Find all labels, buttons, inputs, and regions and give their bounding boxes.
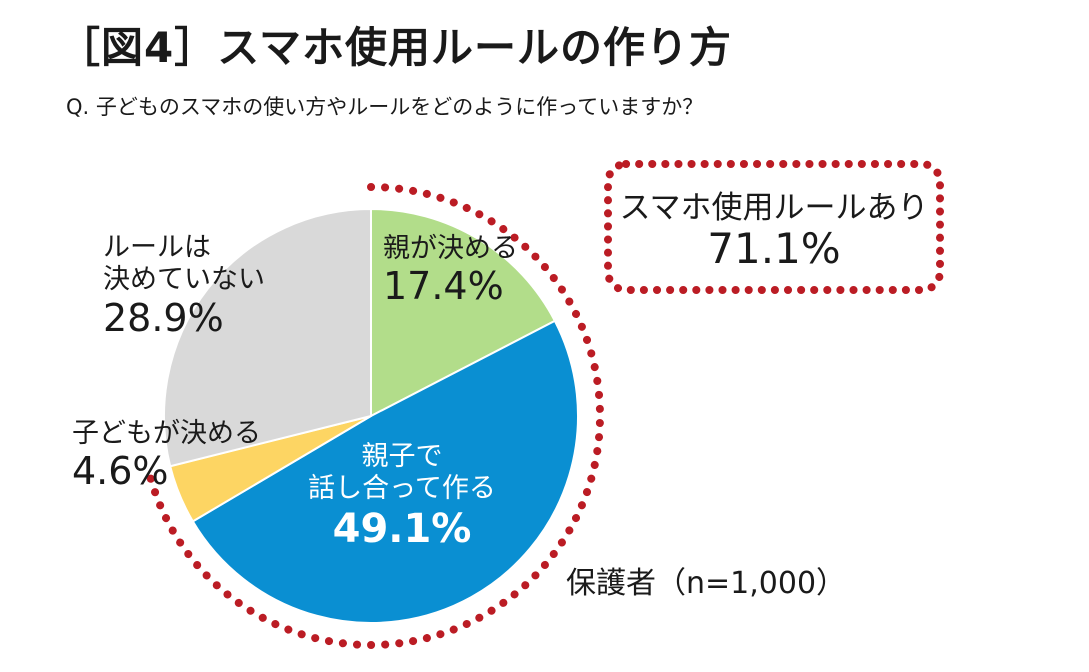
slice-name-oya: 親が決める <box>383 233 518 264</box>
rule-box-dotted-border <box>604 160 944 294</box>
sample-note: 保護者（n=1,000） <box>566 566 847 601</box>
rule-exists-box: スマホ使用ルールあり 71.1% <box>602 158 946 296</box>
chart-title: ［図4］スマホ使用ルールの作り方 <box>58 23 732 72</box>
slice-name-ko: 子どもが決める <box>72 418 261 449</box>
slice-label-oya: 親が決める 17.4% <box>383 233 518 309</box>
pie-slice-oyako <box>191 319 579 624</box>
chart-subtitle: Q. 子どものスマホの使い方やルールをどのように作っていますか？ <box>66 95 704 119</box>
slice-label-ko: 子どもが決める 4.6% <box>72 418 261 494</box>
slice-value-none: 28.9% <box>103 295 224 340</box>
rule-box-label: スマホ使用ルールあり <box>619 190 929 226</box>
slice-name-oyako-line2: 話し合って作る <box>308 473 496 505</box>
slice-value-oyako: 49.1% <box>332 505 472 552</box>
slice-name-none-line2: 決めていない <box>103 264 265 296</box>
slice-label-none: ルールは 決めていない 28.9% <box>103 232 265 340</box>
slice-name-oyako-line1: 親子で <box>361 441 443 472</box>
slice-name-none-line1: ルールは <box>103 232 211 263</box>
slice-value-oya: 17.4% <box>383 264 504 309</box>
slice-value-ko: 4.6% <box>72 449 169 494</box>
rule-box-value: 71.1% <box>707 224 841 273</box>
rule-exists-dotted-outline <box>144 183 604 649</box>
pie-slice-oya <box>370 207 557 418</box>
slice-label-oyako: 親子で 話し合って作る 49.1% <box>302 441 502 552</box>
pie-slice-none <box>163 207 372 468</box>
